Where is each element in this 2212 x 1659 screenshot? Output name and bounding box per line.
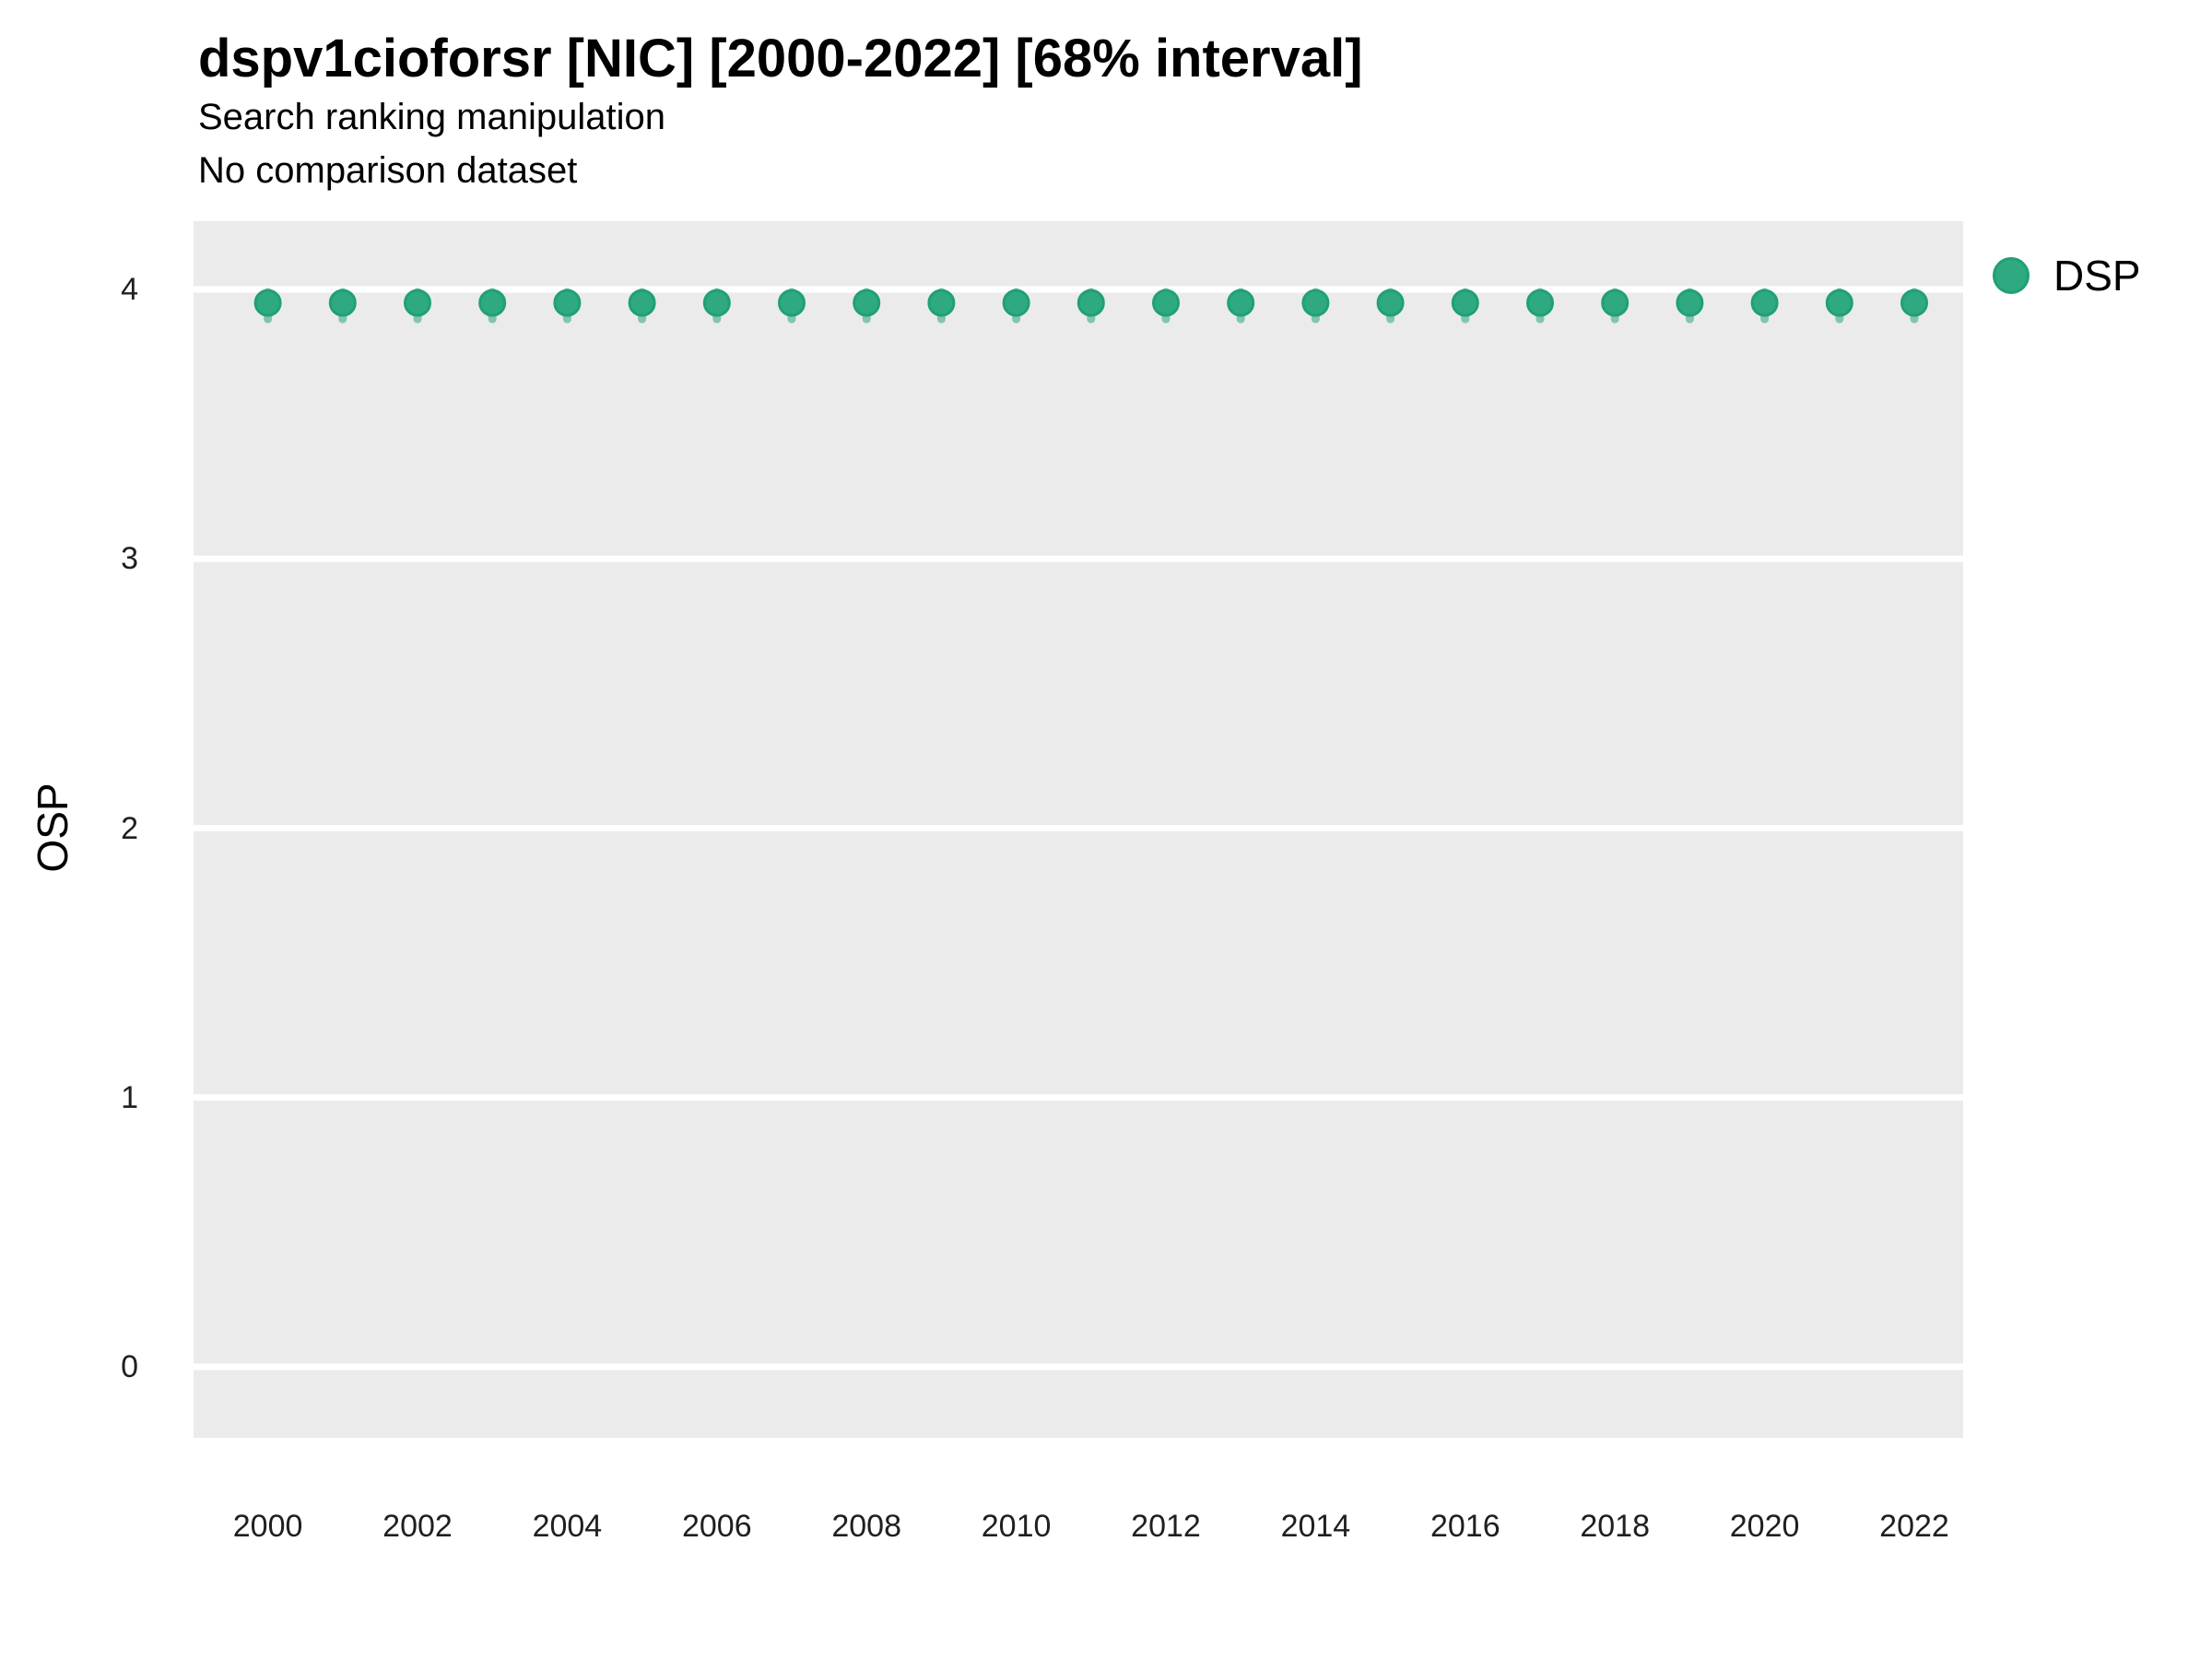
y-tick-label-2: 2 bbox=[121, 810, 138, 846]
x-tick-label-2002: 2002 bbox=[382, 1509, 453, 1544]
gridline-y-3 bbox=[194, 555, 1963, 562]
x-tick-label-2020: 2020 bbox=[1729, 1509, 1800, 1544]
data-point bbox=[1376, 288, 1405, 317]
data-point bbox=[1227, 288, 1255, 317]
data-point bbox=[1152, 288, 1180, 317]
data-point bbox=[553, 288, 582, 317]
x-tick-label-2018: 2018 bbox=[1580, 1509, 1650, 1544]
y-tick-label-1: 1 bbox=[121, 1079, 138, 1115]
gridline-y-2 bbox=[194, 825, 1963, 831]
data-point bbox=[1825, 288, 1853, 317]
data-point bbox=[1301, 288, 1330, 317]
gridline-y-4 bbox=[194, 286, 1963, 293]
y-tick-label-0: 0 bbox=[121, 1349, 138, 1384]
data-point bbox=[1601, 288, 1630, 317]
chart-header: dspv1cioforsr [NIC] [2000-2022] [68% int… bbox=[198, 28, 1363, 197]
gridline-y-0 bbox=[194, 1363, 1963, 1371]
x-tick-label-2010: 2010 bbox=[981, 1509, 1052, 1544]
legend-label: DSP bbox=[2053, 252, 2141, 300]
data-point bbox=[927, 288, 956, 317]
x-tick-label-2008: 2008 bbox=[831, 1509, 901, 1544]
x-tick-label-2022: 2022 bbox=[1879, 1509, 1949, 1544]
y-tick-label-3: 3 bbox=[121, 541, 138, 577]
data-point bbox=[853, 288, 881, 317]
data-point bbox=[1750, 288, 1779, 317]
data-point bbox=[702, 288, 731, 317]
x-tick-label-2004: 2004 bbox=[532, 1509, 603, 1544]
x-tick-label-2000: 2000 bbox=[232, 1509, 303, 1544]
x-tick-label-2012: 2012 bbox=[1131, 1509, 1201, 1544]
chart-title: dspv1cioforsr [NIC] [2000-2022] [68% int… bbox=[198, 29, 1363, 88]
legend-marker-icon bbox=[1993, 257, 2030, 294]
y-tick-label-4: 4 bbox=[121, 272, 138, 307]
data-point bbox=[778, 288, 806, 317]
data-point bbox=[1526, 288, 1554, 317]
chart-subtitle: Search ranking manipulation bbox=[198, 97, 665, 137]
data-point bbox=[1451, 288, 1479, 317]
data-point bbox=[478, 288, 507, 317]
data-point bbox=[253, 288, 282, 317]
gridline-y-1 bbox=[194, 1094, 1963, 1101]
data-point bbox=[628, 288, 656, 317]
data-point bbox=[1900, 288, 1928, 317]
x-tick-label-2014: 2014 bbox=[1280, 1509, 1351, 1544]
x-tick-label-2006: 2006 bbox=[681, 1509, 752, 1544]
plot-area bbox=[194, 221, 1963, 1438]
x-tick-label-2016: 2016 bbox=[1430, 1509, 1500, 1544]
data-point bbox=[1002, 288, 1030, 317]
data-point bbox=[404, 288, 431, 317]
data-point bbox=[328, 288, 357, 317]
data-point bbox=[1077, 288, 1105, 317]
data-point bbox=[1676, 288, 1704, 317]
legend: DSP bbox=[1993, 251, 2141, 300]
chart-caption: No comparison dataset bbox=[198, 150, 578, 191]
